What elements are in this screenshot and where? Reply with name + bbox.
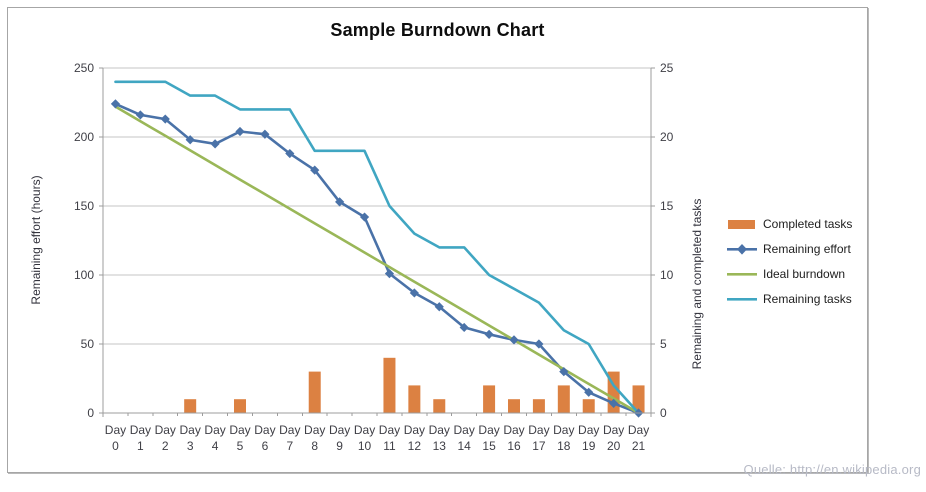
svg-text:Day: Day — [279, 423, 300, 437]
svg-text:Day: Day — [628, 423, 649, 437]
svg-text:Day: Day — [229, 423, 250, 437]
svg-text:0: 0 — [87, 406, 94, 420]
svg-text:6: 6 — [262, 439, 269, 453]
svg-text:17: 17 — [532, 439, 546, 453]
svg-text:19: 19 — [582, 439, 596, 453]
svg-text:Day: Day — [254, 423, 275, 437]
svg-text:50: 50 — [81, 337, 95, 351]
svg-text:Day: Day — [130, 423, 151, 437]
svg-text:11: 11 — [383, 439, 396, 453]
svg-text:100: 100 — [74, 268, 94, 282]
svg-text:13: 13 — [433, 439, 447, 453]
svg-text:21: 21 — [632, 439, 646, 453]
legend-item-remaining-effort: Remaining effort — [727, 236, 852, 261]
svg-text:15: 15 — [660, 199, 674, 213]
svg-text:Day: Day — [155, 423, 176, 437]
svg-text:Day: Day — [503, 423, 524, 437]
svg-text:16: 16 — [507, 439, 521, 453]
svg-text:15: 15 — [482, 439, 496, 453]
right-axis-title: Remaining and completed tasks — [690, 198, 704, 370]
svg-text:Day: Day — [528, 423, 549, 437]
line-swatch-icon — [727, 272, 757, 276]
svg-text:12: 12 — [408, 439, 422, 453]
svg-text:2: 2 — [162, 439, 169, 453]
chart-title: Sample Burndown Chart — [330, 20, 545, 40]
svg-text:Day: Day — [105, 423, 126, 437]
svg-text:Day: Day — [454, 423, 475, 437]
legend-label: Remaining tasks — [763, 291, 852, 306]
line-diamond-swatch-icon — [727, 243, 757, 255]
svg-text:0: 0 — [112, 439, 119, 453]
legend-label: Remaining effort — [763, 241, 851, 256]
svg-text:5: 5 — [237, 439, 244, 453]
left-axis-title: Remaining effort (hours) — [29, 175, 43, 305]
svg-text:18: 18 — [557, 439, 571, 453]
legend-item-remaining-tasks: Remaining tasks — [727, 286, 852, 311]
chart-legend: Completed tasks Remaining effort Ideal b… — [727, 211, 852, 311]
svg-text:7: 7 — [286, 439, 293, 453]
svg-text:Day: Day — [603, 423, 624, 437]
svg-text:Day: Day — [354, 423, 375, 437]
svg-text:Day: Day — [478, 423, 499, 437]
legend-item-completed-tasks: Completed tasks — [727, 211, 852, 236]
svg-text:Day: Day — [429, 423, 450, 437]
svg-text:Day: Day — [404, 423, 425, 437]
svg-text:200: 200 — [74, 130, 94, 144]
line-swatch-icon — [727, 297, 757, 301]
svg-text:Day: Day — [379, 423, 400, 437]
svg-text:3: 3 — [187, 439, 194, 453]
svg-text:20: 20 — [660, 130, 674, 144]
chart-frame — [7, 7, 868, 473]
svg-text:Day: Day — [180, 423, 201, 437]
svg-text:0: 0 — [660, 406, 667, 420]
svg-text:Day: Day — [304, 423, 325, 437]
svg-text:Day: Day — [578, 423, 599, 437]
legend-label: Completed tasks — [763, 216, 853, 231]
legend-item-ideal-burndown: Ideal burndown — [727, 261, 852, 286]
svg-text:9: 9 — [336, 439, 343, 453]
source-attribution: Quelle: http://en.wikipedia.org — [743, 462, 921, 477]
bar-swatch-icon — [728, 219, 755, 229]
svg-text:5: 5 — [660, 337, 667, 351]
svg-text:1: 1 — [137, 439, 144, 453]
svg-text:Day: Day — [329, 423, 350, 437]
svg-text:8: 8 — [311, 439, 318, 453]
svg-text:Day: Day — [204, 423, 225, 437]
svg-text:4: 4 — [212, 439, 219, 453]
svg-text:14: 14 — [458, 439, 472, 453]
svg-text:20: 20 — [607, 439, 621, 453]
svg-text:Day: Day — [553, 423, 574, 437]
svg-text:250: 250 — [74, 61, 94, 75]
svg-text:150: 150 — [74, 199, 94, 213]
legend-label: Ideal burndown — [763, 266, 846, 281]
svg-text:10: 10 — [358, 439, 372, 453]
svg-text:25: 25 — [660, 61, 674, 75]
svg-text:10: 10 — [660, 268, 674, 282]
